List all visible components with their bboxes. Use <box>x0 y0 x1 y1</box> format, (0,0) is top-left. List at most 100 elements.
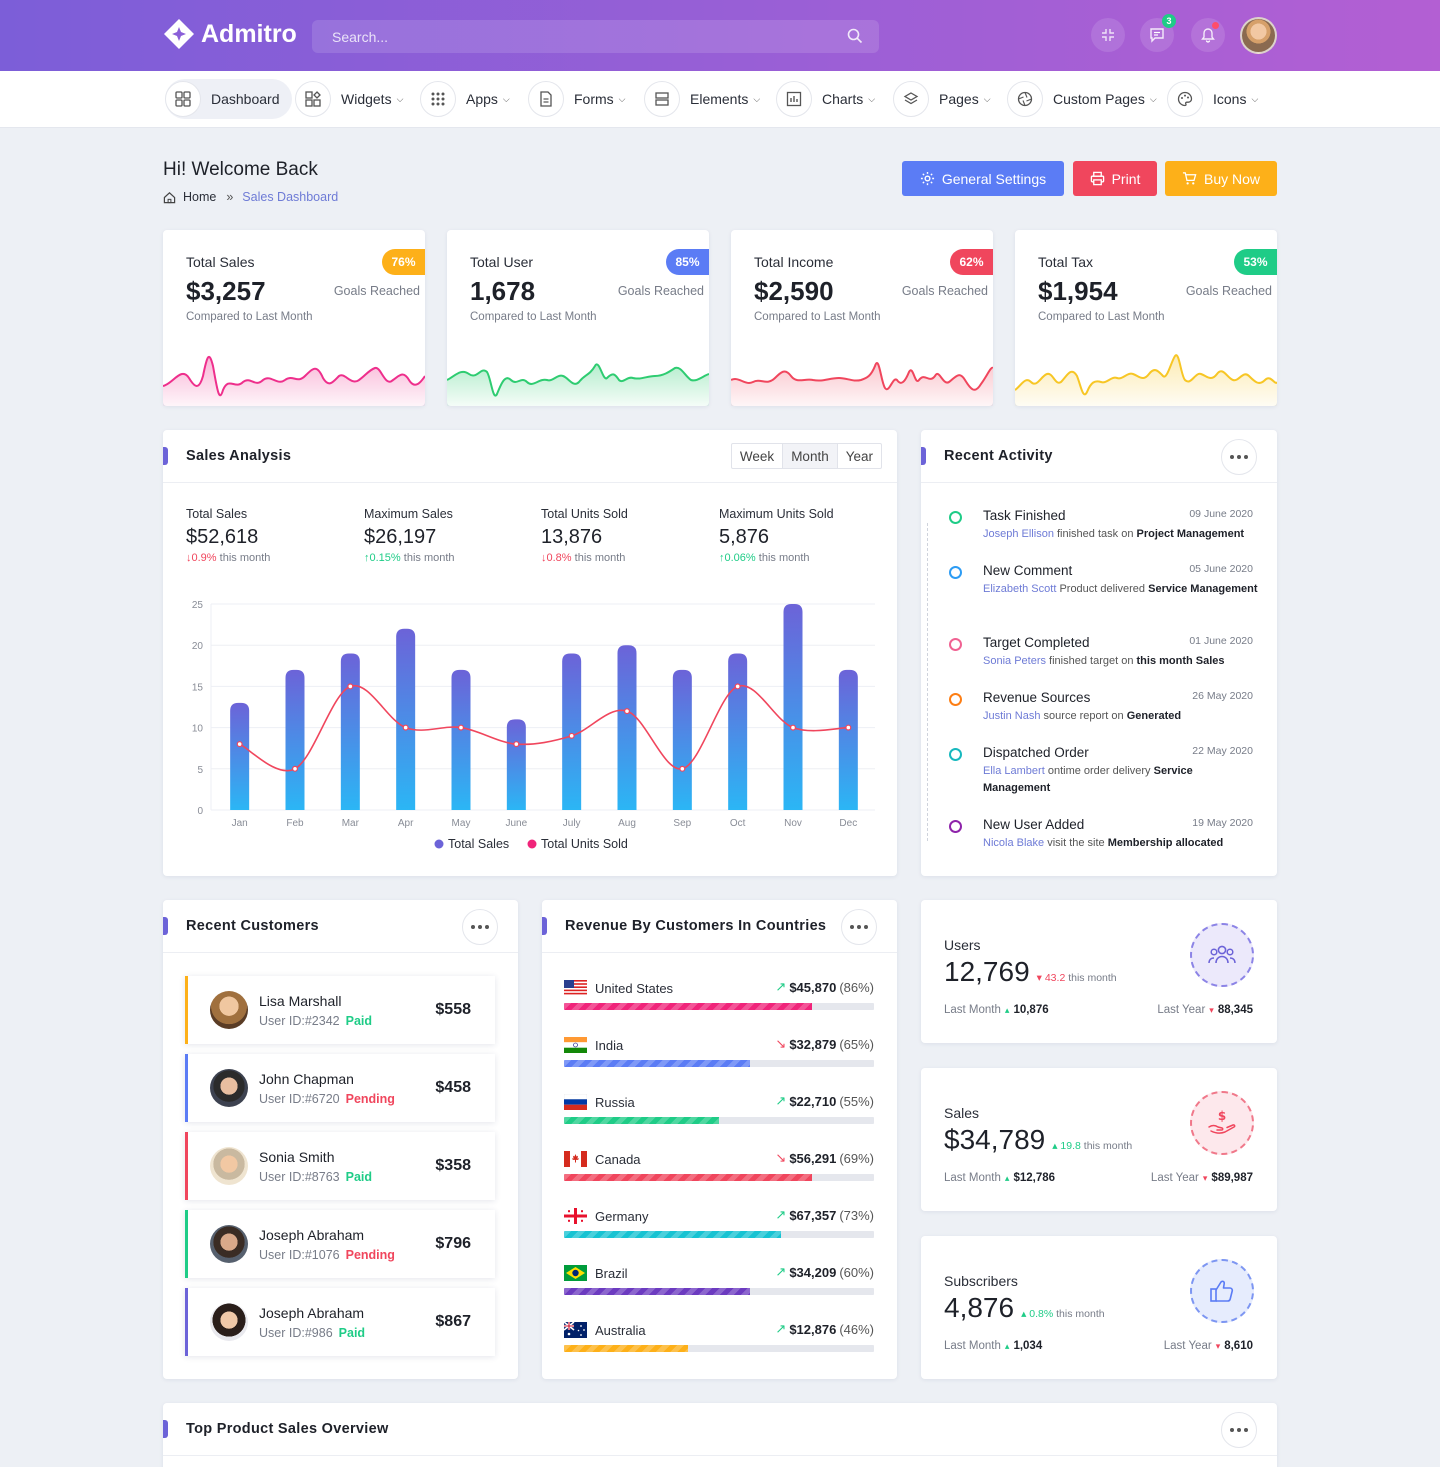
mini-stat-change: ▴ 19.8 this month <box>1052 1140 1132 1152</box>
widgets-icon <box>295 81 331 117</box>
stat-goal-label: Goals Reached <box>901 284 988 298</box>
trend-down-icon: ↘ <box>775 1150 787 1165</box>
triangle-down-icon: ▾ <box>1215 1341 1221 1351</box>
activity-user[interactable]: Elizabeth Scott <box>983 583 1057 595</box>
stat-compare-label: Compared to Last Month <box>1038 311 1165 323</box>
messages-button[interactable]: 3 <box>1140 14 1176 52</box>
nav-elements[interactable]: Elements ⌵ <box>644 79 760 119</box>
sa-stat-change: 0.15% <box>369 552 401 564</box>
timeline-dot <box>949 693 962 706</box>
x-tick-label: July <box>563 818 581 829</box>
customer-id-text: User ID:#986 <box>259 1326 333 1340</box>
activity-text: finished target on <box>1049 655 1134 667</box>
nav-charts[interactable]: Charts ⌵ <box>776 79 875 119</box>
activity-user[interactable]: Ella Lambert <box>983 765 1045 777</box>
stat-card-total-tax: Total Tax $1,954 Goals Reached Compared … <box>1015 230 1277 406</box>
stat-goal-label: Goals Reached <box>333 284 420 298</box>
customer-avatar <box>210 1069 248 1107</box>
stat-card-total-sales: Total Sales $3,257 Goals Reached Compare… <box>163 230 425 406</box>
customer-row[interactable]: Lisa Marshall User ID:#2342 Paid $558 <box>185 976 495 1044</box>
activity-user[interactable]: Justin Nash <box>983 710 1041 722</box>
nav-widgets[interactable]: Widgets ⌵ <box>295 79 403 119</box>
tab-year[interactable]: Year <box>845 448 873 464</box>
more-options-button[interactable] <box>1221 439 1257 475</box>
trend-up-icon: ↗ <box>775 1093 787 1108</box>
stat-title: Total User <box>470 254 534 270</box>
last-year-value: $89,987 <box>1211 1172 1253 1184</box>
country-amount: $34,209 <box>789 1264 837 1280</box>
fullscreen-button[interactable] <box>1091 18 1125 52</box>
breadcrumb-separator: » <box>226 190 234 204</box>
user-avatar[interactable] <box>1240 17 1277 54</box>
notifications-button[interactable] <box>1191 18 1225 52</box>
search-input[interactable] <box>312 20 879 53</box>
customer-row[interactable]: Sonia Smith User ID:#8763 Paid $358 <box>185 1132 495 1200</box>
sales-analysis-card: Sales Analysis Week Month Year Total Sal… <box>163 430 897 876</box>
breadcrumb-home[interactable]: Home <box>183 190 217 204</box>
general-settings-label: General Settings <box>941 170 1047 187</box>
arrow-up-icon: ↑ <box>364 552 370 564</box>
activity-user[interactable]: Nicola Blake <box>983 837 1045 849</box>
layers-list-icon <box>644 81 680 117</box>
last-month: Last Month ▴ 1,034 <box>944 1340 1042 1352</box>
chat-icon <box>1150 28 1164 43</box>
last-month: Last Month ▴ 10,876 <box>944 1004 1049 1016</box>
nav-label: Forms <box>574 91 614 107</box>
sa-stat-suffix: this month <box>574 552 626 564</box>
last-month-value: 10,876 <box>1013 1004 1049 1016</box>
activity-user[interactable]: Sonia Peters <box>983 655 1046 667</box>
stat-badge: 85% <box>666 249 709 275</box>
stack-icon <box>893 81 929 117</box>
print-button[interactable]: Print <box>1073 161 1157 196</box>
stat-badge: 53% <box>1234 249 1277 275</box>
timeline-dot <box>949 748 962 761</box>
nav-icons[interactable]: Icons ⌵ <box>1167 79 1258 119</box>
nav-forms[interactable]: Forms ⌵ <box>528 79 626 119</box>
country-row: Australia ↗ $12,876 (46%) <box>564 1320 874 1360</box>
app-logo[interactable]: Admitro <box>163 18 297 50</box>
last-year-label: Last Year <box>1157 1004 1206 1016</box>
nav-dashboard[interactable]: Dashboard <box>165 79 292 119</box>
point-total-units-sold <box>845 724 852 731</box>
sales-chart: 0 5 10 15 20 25 Jan Feb Mar Apr May June July Aug Sep O… <box>192 600 875 851</box>
activity-description: Ella Lambert ontime order delivery Servi… <box>983 763 1259 797</box>
notification-dot <box>1212 22 1219 29</box>
buy-now-label: Buy Now <box>1203 170 1261 187</box>
progress-track <box>564 1231 874 1238</box>
bell-icon <box>1201 28 1215 43</box>
tab-week[interactable]: Week <box>732 444 784 468</box>
sa-stat-change-row: ↑0.15% this month <box>364 552 455 564</box>
customer-avatar <box>210 1225 248 1263</box>
trend-up-icon: ↗ <box>775 1264 787 1279</box>
nav-pages[interactable]: Pages ⌵ <box>893 79 991 119</box>
brazil-flag-icon <box>564 1265 587 1281</box>
customer-row[interactable]: John Chapman User ID:#6720 Pending $458 <box>185 1054 495 1122</box>
country-row: Brazil ↗ $34,209 (60%) <box>564 1263 874 1303</box>
timeline-line <box>927 523 928 841</box>
y-tick-label: 5 <box>197 765 203 776</box>
search-icon[interactable] <box>847 28 863 47</box>
general-settings-button[interactable]: General Settings <box>902 161 1064 196</box>
russia-flag-icon <box>564 1094 587 1110</box>
sa-stat-label: Total Sales <box>186 507 248 521</box>
more-options-button[interactable] <box>462 909 498 945</box>
sa-stat-value: $52,618 <box>186 526 259 548</box>
activity-user[interactable]: Joseph Ellison <box>983 528 1054 540</box>
customer-row[interactable]: Joseph Abraham User ID:#986 Paid $867 <box>185 1288 495 1356</box>
nav-apps[interactable]: Apps ⌵ <box>420 79 510 119</box>
more-options-button[interactable] <box>1221 1412 1257 1448</box>
tab-month[interactable]: Month <box>783 444 838 468</box>
customer-row[interactable]: Joseph Abraham User ID:#1076 Pending $796 <box>185 1210 495 1278</box>
point-total-units-sold <box>734 683 741 690</box>
nav-custom-pages[interactable]: Custom Pages ⌵ <box>1007 79 1157 119</box>
sparkline <box>731 362 993 406</box>
mini-stat-footer: Last Month ▴ 1,034 Last Year ▾ 8,610 <box>944 1340 1253 1352</box>
more-options-button[interactable] <box>841 909 877 945</box>
activity-text: ontime order delivery <box>1047 765 1151 777</box>
buy-now-button[interactable]: Buy Now <box>1165 161 1277 196</box>
thumbs-up-icon <box>1190 1259 1254 1323</box>
progress-track <box>564 1174 874 1181</box>
bar-total-sales <box>783 604 803 810</box>
customer-status: Pending <box>345 1092 395 1106</box>
chevron-down-icon: ⌵ <box>502 93 510 104</box>
